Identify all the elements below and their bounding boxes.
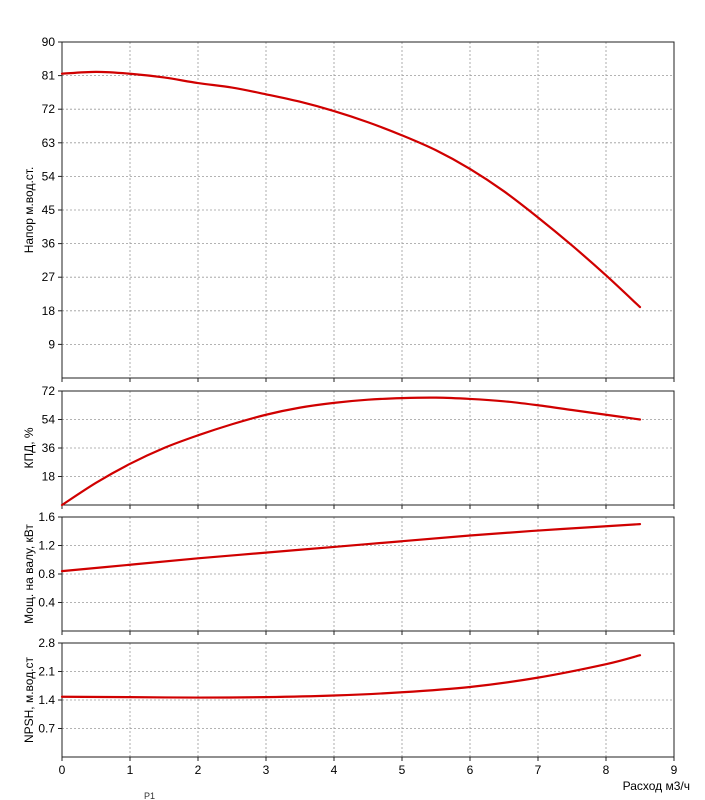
- x-tick-label: 2: [195, 763, 202, 777]
- series-line-2: [60, 396, 642, 507]
- y-tick-label: 81: [42, 69, 56, 83]
- series-line-1: [60, 70, 642, 309]
- x-tick-label: 1: [127, 763, 134, 777]
- grid-layer: [62, 42, 674, 757]
- y-tick-label: 45: [42, 203, 56, 217]
- y-axis-label: КПД, %: [22, 427, 36, 468]
- y-tick-label: 18: [42, 470, 56, 484]
- x-tick-label: 6: [467, 763, 474, 777]
- y-tick-label: 54: [42, 413, 56, 427]
- y-tick-label: 72: [42, 384, 56, 398]
- y-tick-label: 1.6: [38, 510, 55, 524]
- plot-frame: [61, 41, 675, 379]
- curve-layer: [60, 70, 642, 699]
- y-tick-label: 36: [42, 441, 56, 455]
- plot-frame: [61, 390, 675, 506]
- y-tick-label: 27: [42, 270, 56, 284]
- y-tick-label: 90: [42, 35, 56, 49]
- y-tick-label: 1.2: [38, 539, 55, 553]
- series-line-3: [60, 523, 642, 573]
- y-tick-label: 63: [42, 136, 56, 150]
- y-tick-label: 9: [48, 337, 55, 351]
- frame-layer: [58, 41, 675, 761]
- x-tick-label: 8: [603, 763, 610, 777]
- x-axis-label: Расход м3/ч: [623, 779, 690, 793]
- y-tick-label: 0.7: [38, 722, 55, 736]
- y-axis-label: NPSH, м.вод.ст: [22, 656, 36, 743]
- x-tick-label: 9: [671, 763, 678, 777]
- footer-label: P1: [144, 791, 155, 800]
- series-line-4: [60, 654, 642, 699]
- y-tick-label: 2.1: [38, 665, 55, 679]
- y-tick-label: 0.4: [38, 596, 55, 610]
- plot-frame: [61, 516, 675, 632]
- y-tick-label: 36: [42, 237, 56, 251]
- y-tick-label: 54: [42, 169, 56, 183]
- y-axis-label: Напор м.вод.ст.: [22, 167, 36, 254]
- y-tick-label: 0.8: [38, 567, 55, 581]
- plot-frame: [61, 642, 675, 758]
- y-tick-label: 18: [42, 304, 56, 318]
- x-tick-label: 7: [535, 763, 542, 777]
- y-tick-label: 1.4: [38, 693, 55, 707]
- y-tick-label: 2.8: [38, 636, 55, 650]
- y-tick-label: 72: [42, 102, 56, 116]
- y-axis-label: Мощ. на валу, кВт: [22, 524, 36, 624]
- x-tick-label: 3: [263, 763, 270, 777]
- x-tick-label: 4: [331, 763, 338, 777]
- x-tick-label: 5: [399, 763, 406, 777]
- x-tick-label: 0: [59, 763, 66, 777]
